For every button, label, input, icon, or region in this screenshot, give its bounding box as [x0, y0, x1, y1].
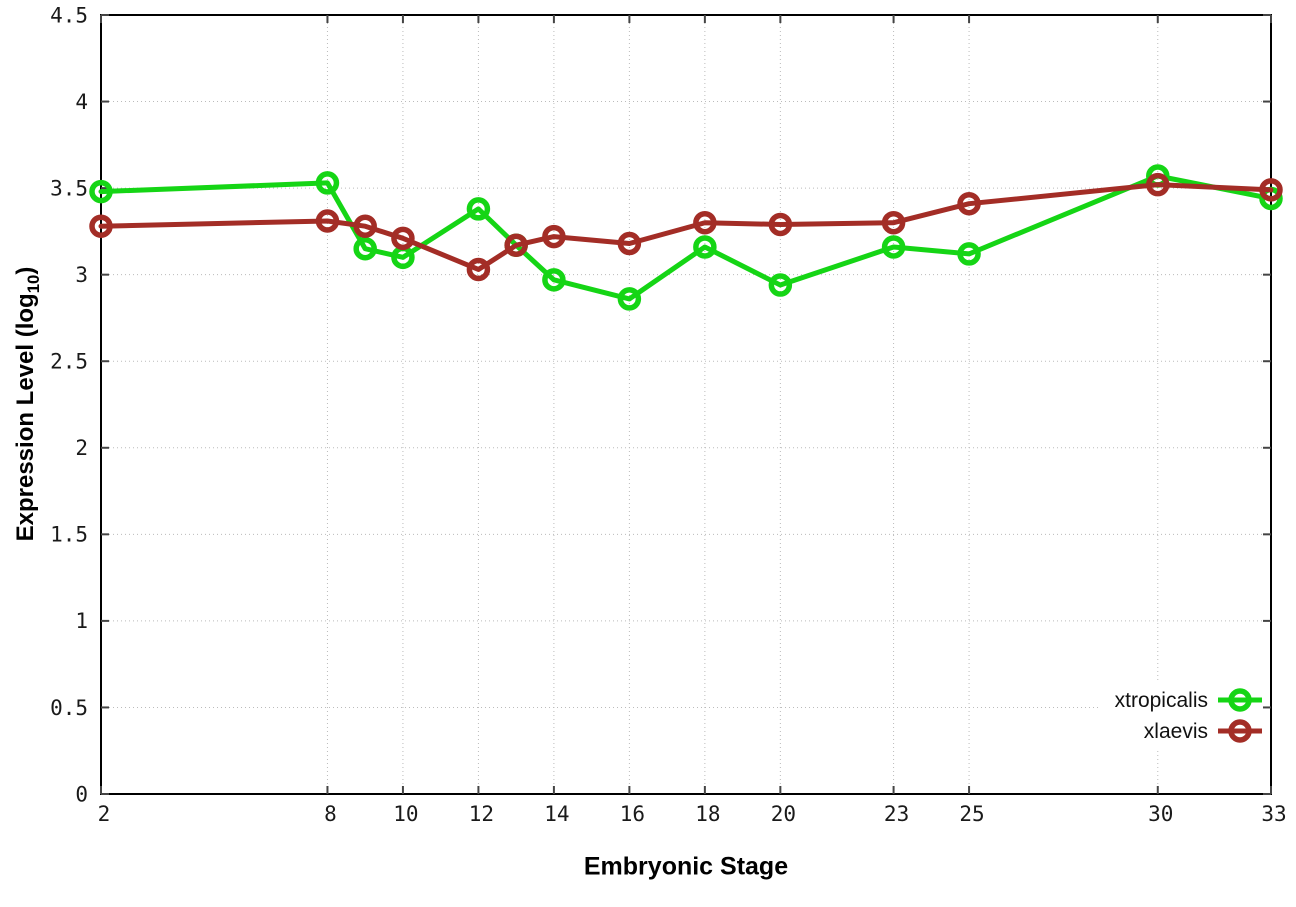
series-xtropicalis-marker [768, 273, 793, 297]
series-xlaevis-marker [768, 212, 793, 237]
plot-border [100, 14, 1272, 795]
series-xtropicalis-marker [315, 171, 340, 195]
legend-item-xtropicalis: xtropicalis [1115, 686, 1263, 714]
x-tick-label: 8 [324, 802, 337, 826]
series-xlaevis-marker [1259, 178, 1283, 202]
y-tick-label: 4.5 [50, 3, 88, 27]
legend-label-xtropicalis: xtropicalis [1114, 688, 1208, 712]
series-xtropicalis-marker [881, 235, 906, 259]
series-xtropicalis-marker [89, 179, 113, 204]
x-tick-label: 30 [1148, 802, 1173, 826]
series-xtropicalis-marker [542, 268, 566, 292]
y-tick-label: 4 [75, 90, 88, 114]
y-axis-title-close: ) [12, 266, 40, 275]
series-xlaevis-marker [1146, 172, 1170, 197]
series-xtropicalis-marker [466, 197, 491, 221]
x-tick-label: 2 [98, 802, 111, 826]
series-xtropicalis-marker [617, 287, 642, 311]
x-tick-label: 18 [695, 802, 720, 826]
series-xlaevis-marker [881, 210, 906, 235]
series-xlaevis-marker [617, 231, 642, 256]
series-xlaevis-marker [466, 257, 491, 282]
series-xlaevis-marker [957, 191, 981, 216]
legend-label-xlaevis: xlaevis [1143, 719, 1208, 743]
legend-item-xlaevis: xlaevis [1115, 717, 1263, 745]
legend-marker-xlaevis-icon [1218, 719, 1262, 743]
x-tick-label: 20 [771, 802, 796, 826]
x-tick-label: 12 [469, 802, 494, 826]
series-xtropicalis-marker [353, 236, 377, 261]
series-xtropicalis-line [98, 173, 1274, 302]
y-axis-title-text: Expression Level (log [12, 293, 40, 542]
y-axis-title-subscript: 10 [23, 274, 43, 294]
series-xlaevis-marker [693, 210, 717, 235]
x-tick-label: 16 [620, 802, 645, 826]
series-xlaevis-line [98, 182, 1274, 272]
y-tick-label: 0.5 [50, 696, 88, 720]
y-tick-label: 3 [75, 263, 88, 287]
series-xlaevis-marker [391, 226, 415, 251]
series-xlaevis-marker [542, 224, 566, 249]
x-tick-label: 33 [1261, 802, 1286, 826]
y-tick-label: 1 [75, 609, 88, 633]
x-tick-label: 25 [959, 802, 984, 826]
legend: xtropicalis xlaevis [1100, 683, 1263, 748]
x-tick-label: 23 [884, 802, 909, 826]
y-tick-label: 0 [75, 782, 88, 806]
series-xlaevis-marker [89, 214, 113, 238]
y-tick-label: 3.5 [50, 176, 88, 200]
legend-marker-xtropicalis-icon [1218, 688, 1262, 712]
x-tick-label: 14 [544, 802, 569, 826]
series-xlaevis-marker [353, 214, 377, 238]
series-xtropicalis-marker [957, 242, 981, 266]
x-axis-title: Embryonic Stage [583, 852, 789, 881]
y-tick-label: 2 [75, 436, 88, 460]
y-tick-label: 2.5 [50, 350, 88, 374]
y-axis-title: Expression Level (log10) [12, 267, 44, 542]
x-tick-label: 10 [393, 802, 418, 826]
y-tick-label: 1.5 [50, 523, 88, 547]
series-xtropicalis-marker [693, 235, 717, 259]
series-xlaevis-marker [315, 209, 340, 233]
series-xlaevis-marker [504, 233, 528, 257]
